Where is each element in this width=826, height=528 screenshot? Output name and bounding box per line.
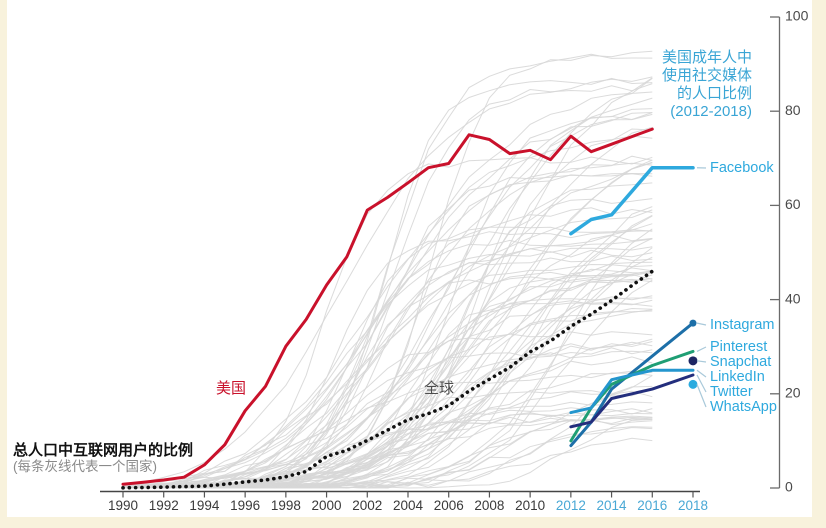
country-line xyxy=(122,207,653,489)
twitter-line xyxy=(569,373,695,429)
x-tick-label-2000: 2000 xyxy=(312,498,342,513)
world-line xyxy=(121,269,655,490)
chart-title: 总人口中互联网用户的比例 xyxy=(13,441,193,459)
series-labels-group: Facebook Instagram PinterestSnapchatLinked… xyxy=(696,160,777,415)
pinterest-line xyxy=(569,349,695,443)
chart-subtitle: (每条灰线代表一个国家) xyxy=(13,458,157,474)
x-tick-label-2016: 2016 xyxy=(637,498,667,513)
social-note-line-2: 使用社交媒体 xyxy=(662,66,752,84)
instagram-label: Instagram xyxy=(710,317,774,333)
twitter-label-leader xyxy=(696,374,707,393)
snapchat-label: Snapchat xyxy=(710,354,771,370)
y-tick-label-60: 60 xyxy=(785,196,801,212)
social-note-line-1: 美国成年人中 xyxy=(662,49,752,66)
pinterest-label: Pinterest xyxy=(710,339,767,355)
social-note-line-3: 的人口比例 xyxy=(677,85,752,102)
us-line xyxy=(121,127,654,486)
x-tick-label-2010: 2010 xyxy=(515,498,545,513)
y-tick-label-40: 40 xyxy=(785,290,801,306)
linkedin-label-leader xyxy=(696,369,707,378)
social-note-line-4: (2012-2018) xyxy=(670,103,752,120)
whatsapp-label-leader xyxy=(696,384,707,408)
y-tick-label-20: 20 xyxy=(785,385,801,401)
x-tick-label-2008: 2008 xyxy=(474,498,504,513)
snapchat-end-dot xyxy=(688,356,698,366)
linkedin-label: LinkedIn xyxy=(710,369,765,385)
x-tick-label-2006: 2006 xyxy=(434,498,464,513)
y-tick-label-100: 100 xyxy=(785,8,809,24)
static-labels-group: 美国成年人中 使用社交媒体 的人口比例 (2012-2018) 美国 全球 总人… xyxy=(13,49,752,474)
twitter-label: Twitter xyxy=(710,384,753,400)
country-line xyxy=(122,412,653,486)
country-line xyxy=(122,234,653,489)
axes-group: 1990 1992 1994 1996 1998 2000 2002 2004 2006 2008… xyxy=(100,8,809,513)
linkedin-line xyxy=(569,368,695,415)
whatsapp-label: WhatsApp xyxy=(710,399,777,415)
y-tick-label-0: 0 xyxy=(785,479,793,495)
facebook-label: Facebook xyxy=(710,160,774,176)
x-tick-label-1996: 1996 xyxy=(230,498,260,513)
whatsapp-end-dot xyxy=(688,379,698,389)
x-tick-label-2014: 2014 xyxy=(597,498,628,513)
y-tick-label-80: 80 xyxy=(785,102,801,118)
x-tick-label-1992: 1992 xyxy=(149,498,179,513)
x-tick-label-2018: 2018 xyxy=(678,498,708,513)
country-line xyxy=(122,156,653,489)
x-tick-label-2004: 2004 xyxy=(393,498,424,513)
x-tick-label-2002: 2002 xyxy=(352,498,382,513)
country-line xyxy=(122,263,653,489)
x-tick-label-1998: 1998 xyxy=(271,498,301,513)
x-tick-label-2012: 2012 xyxy=(556,498,586,513)
instagram-end-dot xyxy=(689,319,697,327)
country-line xyxy=(122,91,653,486)
data-series-group xyxy=(121,127,698,490)
facebook-line xyxy=(569,165,695,236)
instagram-label-leader xyxy=(696,322,707,326)
world-line-label: 全球 xyxy=(424,379,454,397)
pinterest-label-leader xyxy=(696,346,707,352)
x-tick-label-1994: 1994 xyxy=(189,498,220,513)
country-line xyxy=(123,246,653,489)
snapchat-label-leader xyxy=(696,360,707,363)
x-tick-label-1990: 1990 xyxy=(108,498,138,513)
us-line-label: 美国 xyxy=(216,380,246,397)
country-line xyxy=(123,238,653,489)
instagram-line xyxy=(569,321,695,448)
chart-panel xyxy=(7,0,812,517)
country-lines-group xyxy=(122,50,653,489)
